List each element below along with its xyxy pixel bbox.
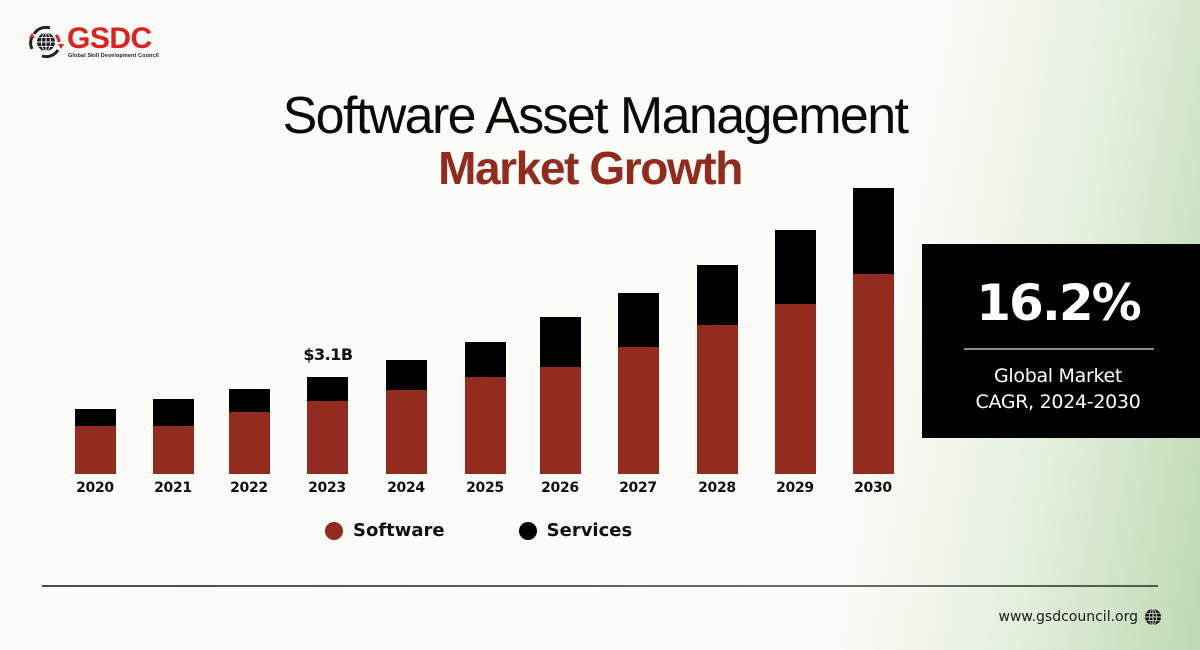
- bar-segment-services: [153, 399, 194, 426]
- bar-2020: [75, 409, 116, 474]
- bar-segment-software: [853, 274, 894, 474]
- bar-segment-services: [540, 317, 581, 367]
- x-axis-label: 2029: [776, 480, 814, 496]
- logo-subtitle: Global Skill Development Council: [68, 53, 159, 59]
- bar-segment-software: [618, 347, 659, 474]
- x-axis-label: 2023: [308, 480, 346, 496]
- bar-2022: [229, 389, 270, 474]
- globe-arrows-icon: [29, 25, 64, 59]
- cagr-callout: 16.2% Global Market CAGR, 2024-2030: [922, 244, 1200, 438]
- stacked-bar-chart: 2020 2021 2022 2023 2024 2025 2026 2027 2028 2029…: [75, 188, 894, 496]
- logo-wordmark: GSDC: [67, 22, 152, 55]
- x-axis-label: 2028: [698, 480, 736, 496]
- legend-swatch-services: [518, 521, 537, 540]
- bar-2029: [775, 230, 816, 474]
- footer-divider: [42, 585, 1158, 587]
- bar-segment-software: [75, 426, 116, 474]
- legend-swatch-software: [325, 521, 343, 540]
- bar-segment-services: [775, 230, 816, 304]
- bar-segment-services: [75, 409, 116, 426]
- bar-segment-services: [307, 377, 348, 401]
- bar-annotation-2023: $3.1B: [303, 345, 353, 364]
- bar-segment-services: [697, 265, 738, 325]
- gsdc-logo: GSDC Global Skill Development Council: [28, 22, 168, 62]
- x-axis-label: 2027: [619, 480, 657, 496]
- legend-item-software: Software: [325, 520, 445, 541]
- x-axis-label: 2030: [854, 480, 892, 496]
- bar-2028: [697, 265, 738, 474]
- bar-2027: [618, 293, 659, 474]
- bar-2030: [853, 188, 894, 474]
- legend-label-software: Software: [353, 520, 445, 541]
- bar-segment-software: [540, 367, 581, 474]
- bar-2026: [540, 317, 581, 474]
- cagr-label-line2: CAGR, 2024-2030: [975, 391, 1141, 413]
- x-axis-label: 2024: [387, 480, 425, 496]
- x-axis-label: 2020: [76, 480, 114, 496]
- x-axis-label: 2025: [466, 480, 504, 496]
- bar-segment-software: [229, 412, 270, 474]
- legend-label-services: Services: [546, 520, 633, 541]
- bar-segment-services: [229, 389, 270, 412]
- bar-2024: [386, 360, 427, 474]
- x-axis-label: 2022: [230, 480, 268, 496]
- bar-segment-services: [618, 293, 659, 347]
- bar-segment-services: [465, 342, 506, 377]
- bar-segment-services: [386, 360, 427, 390]
- chart-legend: Software Services: [325, 520, 706, 541]
- x-axis-label: 2021: [154, 480, 192, 496]
- cagr-divider: [964, 348, 1154, 350]
- bar-segment-software: [465, 377, 506, 474]
- cagr-label-line1: Global Market: [993, 365, 1123, 387]
- globe-icon: [1145, 608, 1161, 626]
- x-axis-label: 2026: [541, 480, 579, 496]
- page-title: Software Asset Management: [282, 87, 909, 145]
- bar-segment-software: [386, 390, 427, 474]
- bar-2021: [153, 399, 194, 474]
- website-link[interactable]: www.gsdcouncil.org: [998, 609, 1138, 625]
- cagr-value: 16.2%: [976, 274, 1141, 332]
- bar-segment-services: [853, 188, 894, 274]
- footer: www.gsdcouncil.org: [999, 608, 1162, 626]
- legend-item-services: Services: [518, 520, 633, 541]
- bar-2023: [307, 377, 348, 474]
- bar-segment-software: [153, 426, 194, 474]
- bar-2025: [465, 342, 506, 474]
- bar-segment-software: [775, 304, 816, 474]
- bar-segment-software: [307, 401, 348, 474]
- page-subtitle: Market Growth: [438, 142, 743, 194]
- bar-segment-software: [697, 325, 738, 474]
